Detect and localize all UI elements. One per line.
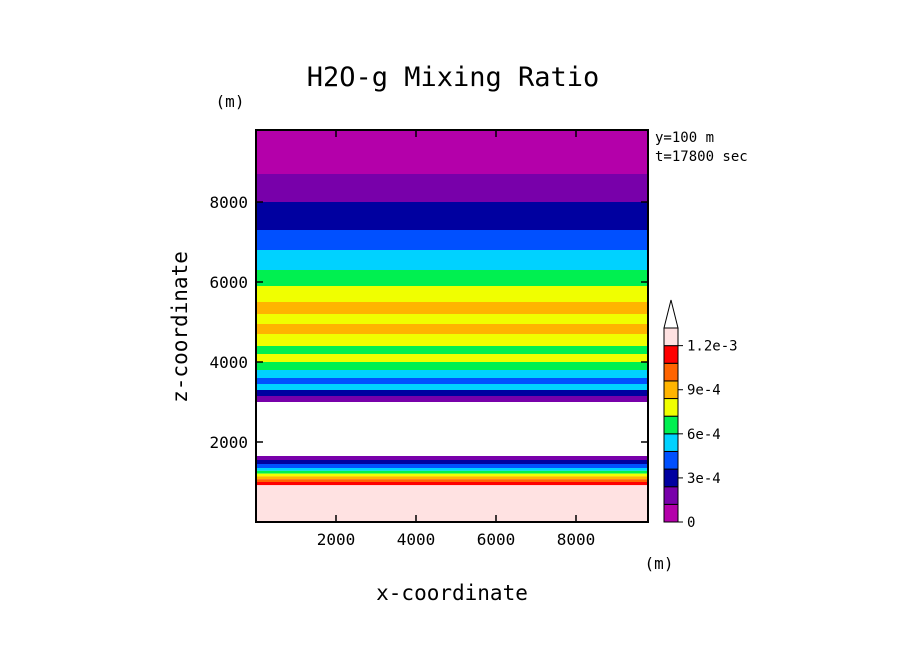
contour-band-8 — [256, 314, 648, 324]
contour-band-4 — [256, 250, 648, 270]
contour-band-0 — [256, 130, 648, 174]
colorbar-label: 3e-4 — [687, 471, 721, 487]
x-axis-label: x-coordinate — [376, 581, 528, 605]
contour-band-5 — [256, 270, 648, 286]
contour-band-21 — [256, 460, 648, 464]
contour-band-6 — [256, 286, 648, 302]
colorbar-cell-10 — [663, 327, 679, 347]
y-tick-label: 2000 — [209, 433, 248, 452]
contour-band-15 — [256, 378, 648, 384]
contour-band-29 — [256, 485, 648, 522]
contour-band-19 — [256, 402, 648, 456]
contour-band-26 — [256, 476, 648, 480]
contour-band-25 — [256, 473, 648, 477]
y-tick-label: 8000 — [209, 193, 248, 212]
y-axis-ticks: 2000 4000 6000 8000 — [209, 193, 648, 452]
annotation-t: t=17800 sec — [655, 149, 748, 165]
x-tick-label: 2000 — [317, 530, 356, 549]
colorbar: 0 3e-4 6e-4 9e-4 1.2e-3 — [663, 299, 738, 531]
x-axis-ticks: 2000 4000 6000 8000 — [317, 130, 596, 549]
chart-title: H2O-g Mixing Ratio — [307, 62, 600, 93]
plot-area — [255, 129, 649, 523]
contour-band-11 — [256, 346, 648, 354]
contour-band-28 — [256, 482, 648, 486]
contour-band-24 — [256, 470, 648, 474]
plot-frame — [255, 129, 649, 523]
contour-band-27 — [256, 479, 648, 482]
colorbar-label: 1.2e-3 — [687, 339, 738, 355]
colorbar-cell-1 — [663, 486, 679, 505]
contour-band-22 — [256, 464, 648, 468]
colorbar-cell-4 — [663, 433, 679, 452]
contour-band-12 — [256, 354, 648, 362]
contour-band-2 — [256, 202, 648, 230]
contour-band-7 — [256, 302, 648, 314]
x-tick-label: 8000 — [557, 530, 596, 549]
contour-band-18 — [256, 396, 648, 402]
contour-band-9 — [256, 324, 648, 334]
colorbar-cell-8 — [663, 362, 679, 382]
y-axis-label: z-coordinate — [168, 251, 192, 403]
colorbar-extend-arrow — [663, 299, 679, 329]
contour-band-10 — [256, 334, 648, 346]
colorbar-cell-9 — [663, 345, 679, 364]
y-axis-unit: (m) — [216, 92, 245, 111]
x-tick-label: 6000 — [477, 530, 516, 549]
colorbar-label: 9e-4 — [687, 383, 721, 399]
colorbar-cell-7 — [663, 380, 679, 400]
y-tick-label: 6000 — [209, 273, 248, 292]
colorbar-label: 0 — [687, 515, 695, 531]
colorbar-cell-5 — [663, 415, 679, 435]
contour-band-13 — [256, 362, 648, 370]
contour-band-1 — [256, 174, 648, 202]
x-tick-label: 4000 — [397, 530, 436, 549]
y-tick-label: 4000 — [209, 353, 248, 372]
contour-band-23 — [256, 468, 648, 471]
colorbar-cell-2 — [663, 468, 679, 488]
contour-band-3 — [256, 230, 648, 250]
colorbar-cell-6 — [663, 398, 679, 417]
colorbar-label: 6e-4 — [687, 427, 721, 443]
annotation-y: y=100 m — [655, 130, 714, 146]
contour-band-17 — [256, 390, 648, 396]
colorbar-cell-0 — [663, 503, 679, 523]
contour-band-20 — [256, 456, 648, 460]
contour-band-16 — [256, 384, 648, 390]
x-axis-unit: (m) — [645, 554, 674, 573]
contour-band-14 — [256, 370, 648, 378]
colorbar-cell-3 — [663, 450, 679, 470]
